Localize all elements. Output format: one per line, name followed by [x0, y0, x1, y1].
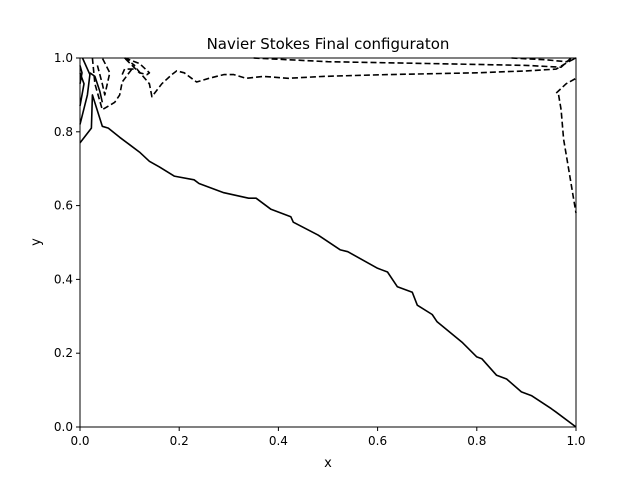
x-tick-label: 0.4 [269, 434, 288, 448]
y-tick-label: 0.0 [54, 420, 73, 434]
chart-title: Navier Stokes Final configuraton [207, 35, 450, 53]
contour-line-8 [121, 57, 577, 98]
y-axis-label: y [29, 238, 44, 246]
contour-line-9 [124, 57, 151, 76]
contour-line-4 [79, 65, 83, 84]
contour-line-7 [96, 57, 111, 96]
contour-line-11 [511, 57, 577, 63]
y-axis-ticks: 0.0 0.2 0.4 0.6 0.8 1.0 [54, 51, 80, 434]
contour-line-5 [89, 72, 104, 103]
contour-line-2 [79, 57, 91, 125]
plot-frame [79, 57, 577, 428]
contour-line-10 [253, 57, 572, 68]
x-tick-label: 1.0 [566, 434, 585, 448]
contour-layer [79, 57, 577, 428]
y-tick-label: 0.6 [54, 199, 73, 213]
y-tick-label: 0.8 [54, 125, 73, 139]
y-tick-label: 0.4 [54, 272, 73, 286]
contour-line-12 [555, 77, 577, 94]
contour-line-1 [79, 94, 577, 428]
x-tick-label: 0.6 [368, 434, 387, 448]
x-tick-label: 0.2 [170, 434, 189, 448]
contour-line-6 [91, 57, 136, 111]
y-tick-label: 0.2 [54, 346, 73, 360]
x-axis-ticks: 0.0 0.2 0.4 0.6 0.8 1.0 [70, 427, 586, 448]
y-tick-label: 1.0 [54, 51, 73, 65]
x-tick-label: 0.8 [467, 434, 486, 448]
contour-line-13 [557, 94, 577, 214]
x-tick-label: 0.0 [70, 434, 89, 448]
x-axis-label: x [324, 456, 332, 471]
